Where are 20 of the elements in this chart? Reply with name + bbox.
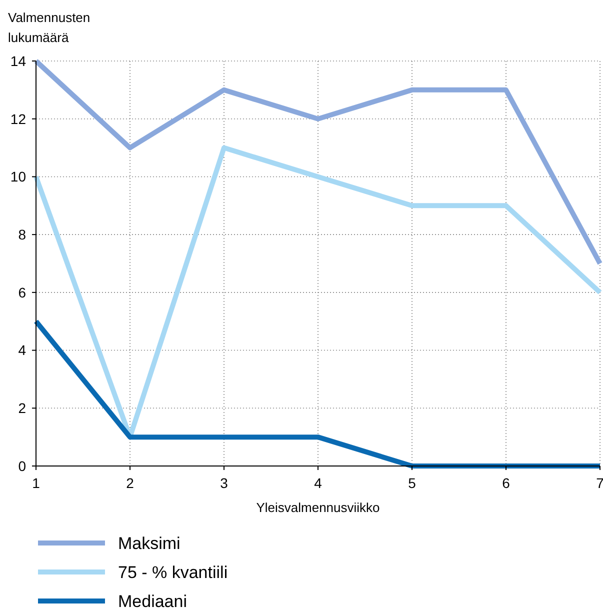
- y-tick-label: 6: [18, 284, 26, 300]
- x-axis-title: Yleisvalmennusviikko: [256, 500, 380, 515]
- y-axis-title: Valmennusten lukumäärä: [8, 10, 90, 45]
- y-tick-label: 8: [18, 226, 26, 242]
- x-tick-label: 7: [596, 475, 603, 491]
- y-tick-label: 10: [10, 168, 26, 185]
- x-tick-label: 4: [314, 475, 322, 491]
- x-tick-label: 5: [408, 475, 416, 491]
- x-tick-label: 6: [502, 475, 510, 491]
- x-tick-label: 1: [32, 475, 40, 491]
- legend-label: Maksimi: [118, 534, 180, 553]
- y-tick-label: 0: [18, 458, 26, 474]
- legend-label: Mediaani: [118, 592, 187, 610]
- x-tick-label: 2: [126, 475, 134, 491]
- x-tick-label: 3: [220, 475, 228, 491]
- y-tick-label: 4: [18, 342, 26, 358]
- legend-label: 75 - % kvantiili: [118, 562, 228, 582]
- y-tick-label: 2: [18, 400, 26, 416]
- y-tick-label: 12: [10, 110, 26, 127]
- y-tick-label: 14: [10, 52, 26, 69]
